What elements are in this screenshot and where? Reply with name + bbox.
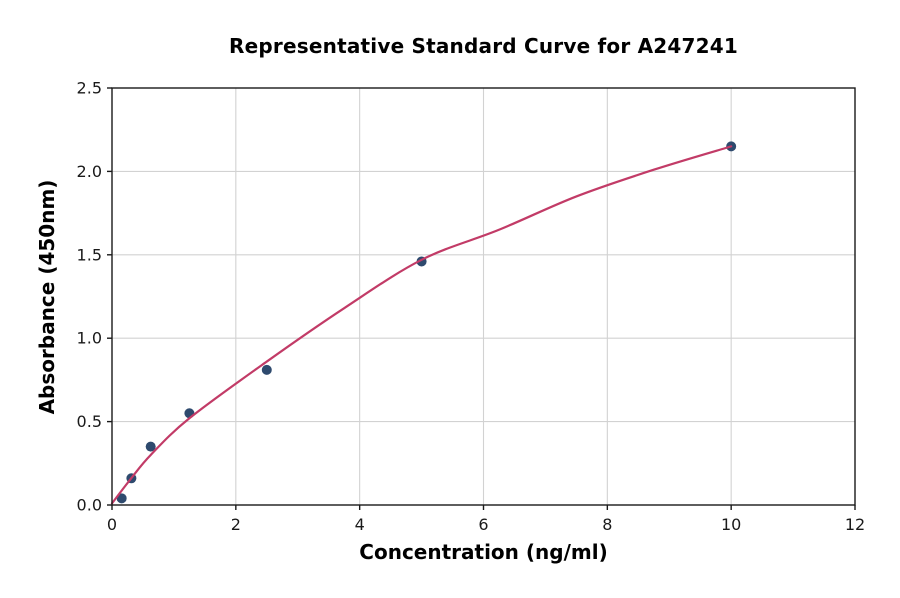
fit-curve — [110, 145, 733, 505]
x-tick-label: 2 — [231, 515, 241, 534]
x-tick-label: 10 — [721, 515, 741, 534]
data-point — [261, 364, 272, 375]
x-tick-label: 8 — [602, 515, 612, 534]
y-axis-label-text: Absorbance (450nm) — [35, 179, 59, 415]
data-point — [145, 441, 156, 452]
y-tick-label: 0.0 — [77, 496, 102, 515]
x-tick-label: 6 — [478, 515, 488, 534]
y-tick-label: 0.5 — [77, 412, 102, 431]
data-point — [116, 493, 127, 504]
y-tick-label: 1.0 — [77, 329, 102, 348]
x-tick-label: 0 — [107, 515, 117, 534]
x-tick-label: 4 — [355, 515, 365, 534]
y-tick-label: 2.0 — [77, 162, 102, 181]
y-tick-label: 2.5 — [77, 79, 102, 98]
x-tick-label: 12 — [845, 515, 865, 534]
x-axis-label: Concentration (ng/ml) — [359, 540, 608, 564]
chart-title: Representative Standard Curve for A24724… — [229, 34, 738, 58]
y-tick-label: 1.5 — [77, 245, 102, 264]
